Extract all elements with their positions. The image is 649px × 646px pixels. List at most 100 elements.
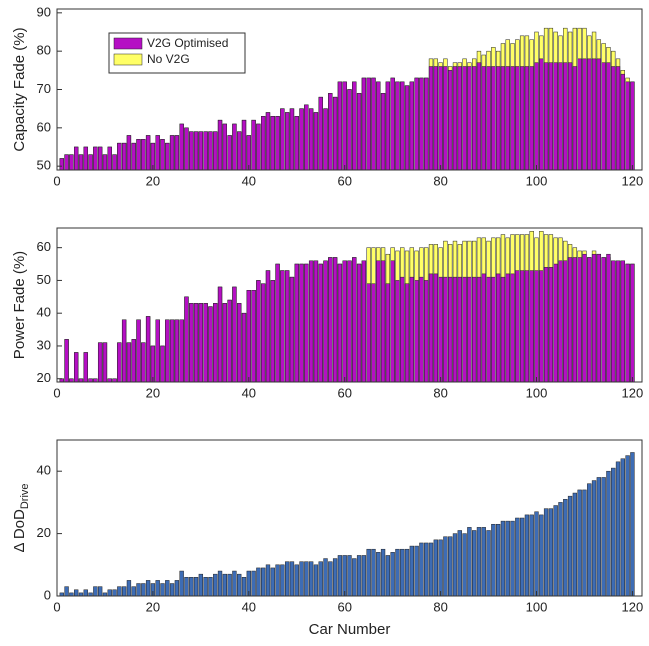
bar — [601, 257, 606, 383]
y-tick-label: 40 — [37, 305, 51, 320]
bar — [582, 489, 587, 597]
bar — [620, 458, 625, 597]
bar — [486, 530, 491, 597]
x-tick-label: 20 — [146, 173, 160, 188]
bar — [472, 530, 477, 597]
bar — [246, 290, 251, 383]
bar — [553, 505, 558, 597]
bar — [93, 586, 98, 597]
bar — [251, 570, 256, 597]
bar — [462, 276, 467, 383]
bar — [323, 260, 328, 383]
bar — [553, 62, 558, 171]
bar — [543, 508, 549, 597]
y-tick-label: 80 — [37, 43, 51, 58]
bar — [88, 154, 93, 171]
bar — [112, 589, 117, 597]
legend-label: No V2G — [147, 52, 190, 66]
bar — [165, 319, 170, 383]
bar — [217, 119, 223, 171]
bar — [217, 286, 223, 383]
bar — [524, 514, 530, 597]
y-axis-label-main: Δ DoD — [11, 509, 28, 553]
bar — [208, 131, 213, 171]
bar — [347, 89, 352, 171]
x-tick-label: 60 — [337, 173, 351, 188]
bar — [102, 154, 108, 171]
bar — [400, 548, 405, 597]
bar — [136, 139, 141, 171]
bar — [237, 303, 242, 383]
bar — [611, 467, 616, 597]
bar — [539, 514, 544, 597]
bar — [428, 542, 434, 597]
bar — [237, 131, 242, 171]
bar — [97, 586, 103, 597]
bar — [481, 527, 486, 597]
bar — [534, 511, 539, 597]
bar — [169, 135, 175, 171]
bar — [505, 273, 510, 383]
bar — [385, 283, 391, 383]
bar — [208, 577, 213, 597]
bar — [145, 316, 151, 383]
bar — [567, 257, 573, 383]
bar — [131, 339, 136, 383]
bar — [165, 142, 170, 171]
bar — [155, 135, 160, 171]
bar — [587, 58, 592, 171]
bar — [318, 96, 323, 171]
x-tick-label: 0 — [53, 599, 60, 614]
bar — [433, 66, 438, 171]
bar — [74, 352, 79, 383]
bar — [630, 263, 635, 383]
bar — [558, 62, 563, 171]
bar — [424, 77, 429, 171]
y-axis-label-subscript: Drive — [19, 483, 31, 509]
bar — [337, 263, 343, 383]
bar — [69, 154, 74, 171]
bar — [515, 517, 520, 597]
x-tick-label: 40 — [242, 599, 256, 614]
bar — [237, 573, 242, 597]
bar — [227, 299, 232, 383]
bar — [400, 276, 405, 383]
bar — [169, 583, 175, 597]
bar — [208, 306, 213, 383]
bar — [519, 66, 525, 171]
bar — [308, 561, 314, 597]
x-tick-label: 80 — [433, 599, 447, 614]
bar — [457, 530, 462, 597]
bar — [452, 533, 458, 597]
bar — [601, 62, 606, 171]
bar — [601, 477, 606, 597]
bar — [495, 523, 501, 597]
bar — [548, 508, 554, 597]
y-tick-label: 50 — [37, 158, 51, 173]
bar — [155, 319, 160, 383]
bar — [332, 558, 338, 597]
bar — [227, 135, 232, 171]
bar — [486, 66, 491, 171]
bar — [630, 81, 635, 171]
bar — [462, 533, 467, 597]
bar — [356, 555, 362, 597]
bar — [328, 561, 333, 597]
bar — [361, 260, 367, 383]
bar — [495, 273, 501, 383]
bar — [428, 66, 434, 171]
bar — [299, 263, 304, 383]
bar — [313, 112, 319, 171]
bar — [491, 276, 496, 383]
bar — [121, 319, 127, 383]
bar — [596, 58, 602, 171]
bar — [222, 123, 227, 171]
bar — [323, 558, 328, 597]
bar — [112, 154, 117, 171]
x-tick-label: 120 — [622, 599, 644, 614]
bar — [500, 276, 506, 383]
bar — [117, 342, 122, 383]
y-tick-label: 90 — [37, 4, 51, 19]
bar — [97, 146, 103, 171]
bar — [184, 127, 189, 171]
